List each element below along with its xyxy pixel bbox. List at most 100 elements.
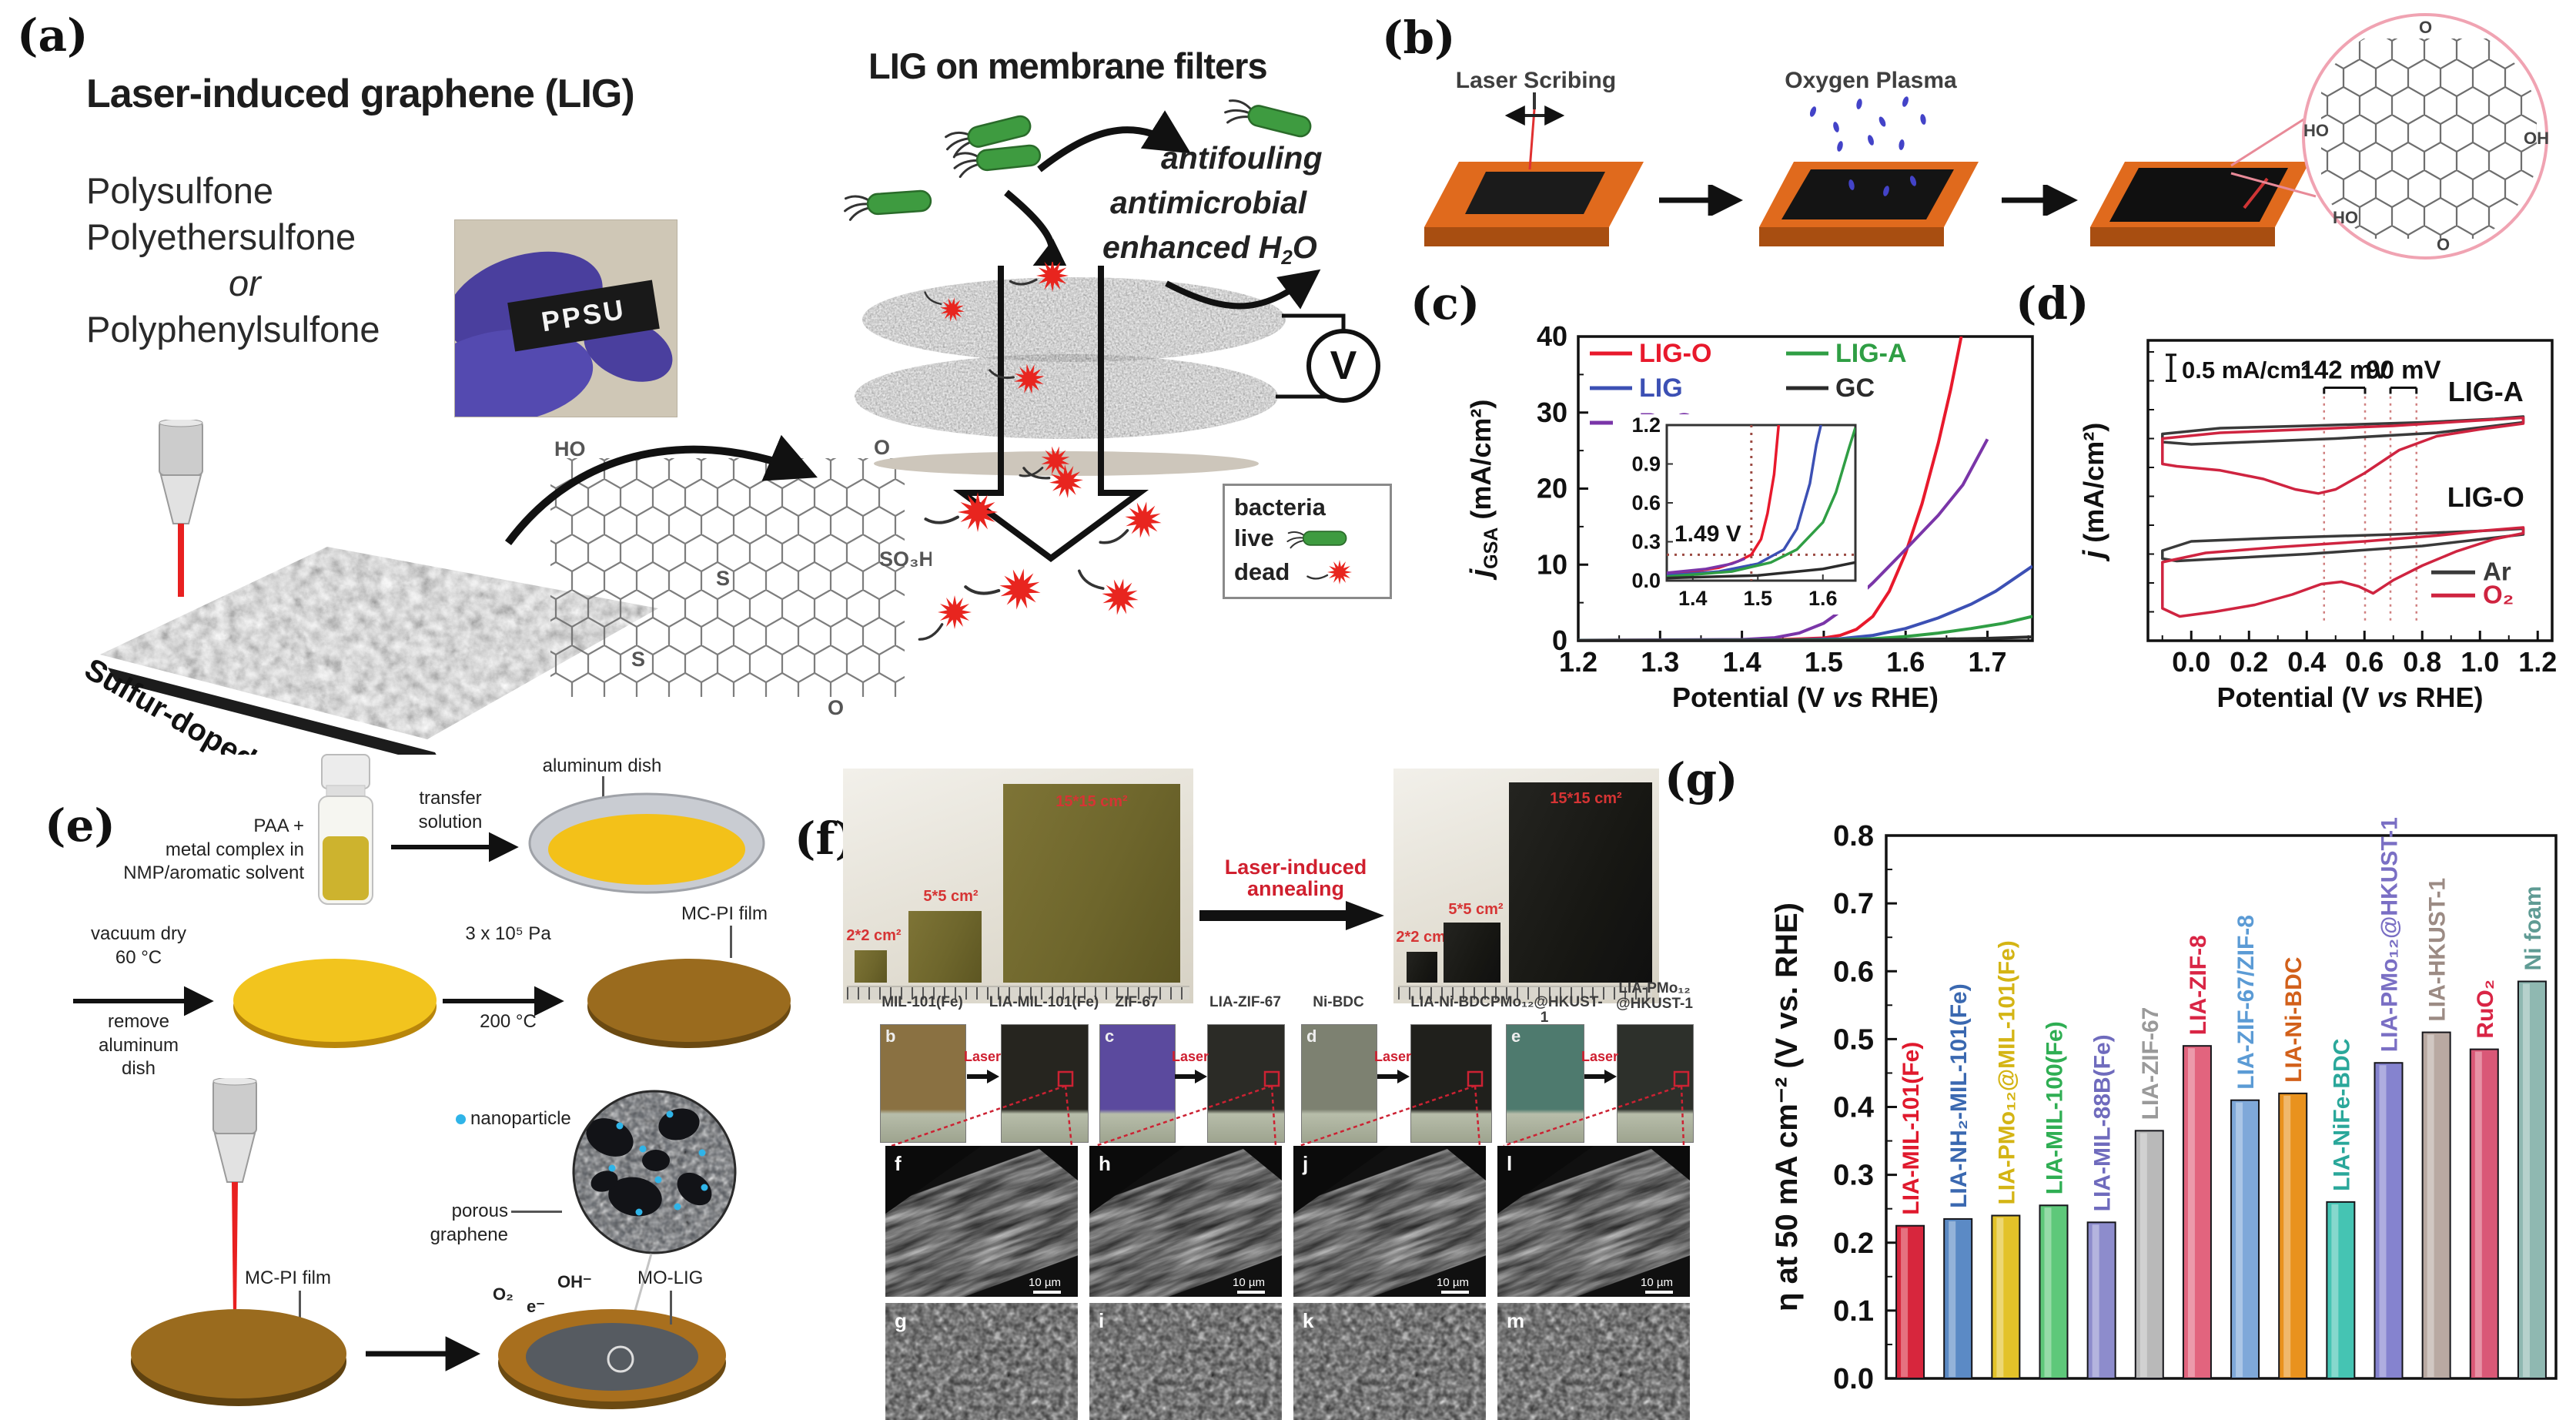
svg-text:0.6: 0.6	[1833, 956, 1874, 988]
sample-label-MIL-101(Fe): MIL-101(Fe)	[882, 994, 963, 1010]
bar-LIA-ZIF-8	[2182, 1045, 2212, 1379]
svg-text:f: f	[895, 1152, 902, 1175]
bar-LIA-Ni-BDC	[2278, 1092, 2308, 1379]
sem-image-h: 10 µm h	[1089, 1146, 1282, 1297]
svg-text:LIG-O: LIG-O	[2447, 481, 2524, 513]
svg-text:0.2: 0.2	[2230, 646, 2268, 678]
svg-text:0.9: 0.9	[1631, 453, 1661, 476]
bar-LIA-PMo₁₂@HKUST-1	[2374, 1062, 2404, 1379]
svg-text:k: k	[1303, 1309, 1314, 1332]
curve-LIG-A	[1578, 615, 2032, 641]
porous-graphene-zoom	[572, 1090, 737, 1254]
step1-label: Laser Scribing	[1455, 68, 1617, 93]
svg-text:Potential (V vs RHE): Potential (V vs RHE)	[1672, 682, 1939, 713]
anneal-label: Laser-induced annealing	[1224, 856, 1367, 901]
go-label-4: O	[2437, 235, 2450, 254]
dish-pointer	[602, 776, 604, 804]
sem-image-g: g	[885, 1303, 1078, 1420]
bar-label-LIA-HKUST-1: LIA-HKUST-1	[2425, 878, 2451, 1022]
size-15x15-after: 15*15 cm²	[1550, 790, 1622, 807]
svg-text:m: m	[1507, 1309, 1524, 1332]
legend-title: bacteria	[1234, 494, 1326, 521]
chem-structure-a: HO O S SO₃H S O	[550, 436, 932, 719]
sample-label-LIA-Ni-BDC: LIA-Ni-BDC	[1410, 994, 1490, 1010]
polymer-or: or	[229, 263, 261, 304]
svg-text:O₂: O₂	[2483, 580, 2514, 608]
arrow3-top-label: 3 x 10⁵ Pa	[465, 923, 551, 944]
membrane-title: LIG on membrane filters	[868, 45, 1268, 86]
bar-label-LIA-MIL-88B(Fe): LIA-MIL-88B(Fe)	[2090, 1034, 2116, 1211]
sem-image-f: 10 µm f	[885, 1146, 1078, 1297]
annotation-antifouling: antifouling	[1161, 140, 1323, 176]
svg-text:0.0: 0.0	[1833, 1363, 1874, 1395]
bacteria-legend: bacteria live dead	[1223, 484, 1392, 599]
substrate-2	[1759, 96, 1979, 246]
arrow4-icon	[366, 1336, 481, 1371]
arrow-to-membrane-icon	[1004, 189, 1073, 266]
sample-image-ZIF-67: c	[1099, 1024, 1176, 1143]
annotation-enhanced: enhanced H2O	[1102, 229, 1317, 269]
panel-b-label: (b)	[1382, 12, 1456, 64]
arrow-b1-icon	[1659, 185, 1744, 216]
sem-image-l: 10 µm l	[1497, 1146, 1690, 1297]
polymer-1: Polysulfone	[86, 170, 273, 211]
bar-Ni foam	[2517, 980, 2547, 1379]
sem-image-k: k	[1293, 1303, 1486, 1420]
mof-photo-before: 2*2 cm² 5*5 cm² 15*15 cm²	[843, 769, 1193, 1003]
svg-text:1.5: 1.5	[1744, 587, 1773, 610]
substrate-3	[2090, 162, 2310, 246]
magnifier-lines-b-icon	[2230, 110, 2317, 198]
arrow3-bottom-label: 200 °C	[480, 1011, 537, 1032]
svg-text:j: j	[1302, 1152, 1308, 1175]
live-bacterium-icon	[1286, 531, 1347, 549]
svg-text:1.7: 1.7	[1969, 646, 2007, 678]
ruler-before	[847, 986, 1189, 1000]
svg-text:0.2: 0.2	[1833, 1227, 1874, 1260]
flow-arrow-icon	[952, 266, 1149, 562]
svg-text:Potential (V vs RHE): Potential (V vs RHE)	[2216, 682, 2483, 713]
mcpi-pointer-2	[299, 1291, 301, 1323]
bar-LIA-ZIF-67	[2134, 1130, 2164, 1379]
svg-text:l: l	[1507, 1152, 1512, 1175]
size-15x15-before: 15*15 cm²	[1055, 793, 1128, 810]
nanoparticle-label: nanoparticle	[456, 1107, 571, 1131]
size-5x5-before: 5*5 cm²	[923, 888, 979, 905]
yellow-film-icon	[233, 959, 437, 1048]
svg-text:10 µm: 10 µm	[1029, 1276, 1061, 1289]
sample-label-ZIF-67: ZIF-67	[1115, 994, 1159, 1010]
bar-LIA-MIL-101(Fe)	[1895, 1224, 1925, 1379]
polymer-2: Polyethersulfone	[86, 216, 356, 258]
svg-text:GC: GC	[1835, 373, 1875, 403]
panel-d-label: (d)	[2016, 277, 2089, 330]
svg-text:0.4: 0.4	[2287, 646, 2326, 678]
panel-g-label: (g)	[1664, 753, 1738, 805]
sample-2x2-before	[855, 950, 887, 983]
arrow-b2-icon	[2002, 185, 2079, 216]
size-2x2-after: 2*2 cm²	[1396, 929, 1451, 946]
bar-label-LIA-PMo₁₂@HKUST-1: LIA-PMo₁₂@HKUST-1	[2377, 817, 2403, 1052]
svg-text:20: 20	[1537, 473, 1567, 504]
svg-text:1.6: 1.6	[1886, 646, 1925, 678]
sample-15x15-after	[1509, 782, 1652, 983]
arrow1-icon	[391, 832, 519, 862]
arrow3-icon	[443, 986, 564, 1016]
arrow2-top-label: vacuum dry 60 °C	[90, 923, 187, 968]
svg-text:1.5: 1.5	[1805, 646, 1843, 678]
lsv-chart: 1.2 1.3 1.4 1.5 1.6 1.7 0 10 20 30 40 jGSA (mA/cm²)…	[1465, 320, 2034, 713]
svg-text:1.49 V: 1.49 V	[1674, 521, 1741, 547]
chem-label-o: O	[874, 436, 890, 459]
cv-LIG-A O₂	[2161, 416, 2525, 495]
svg-text:1.4: 1.4	[1678, 587, 1708, 610]
ruler-after	[1398, 986, 1652, 1000]
sem-image-m: m	[1497, 1303, 1690, 1420]
svg-text:LIG-A: LIG-A	[1835, 339, 1907, 368]
bar-LIA-MIL-100(Fe)	[2039, 1204, 2069, 1379]
sem-image-j: 10 µm j	[1293, 1146, 1486, 1297]
svg-text:0.3: 0.3	[1631, 531, 1661, 554]
sem-image-i: i	[1089, 1303, 1282, 1420]
bar-LIA-ZIF-67/ZIF-8	[2230, 1099, 2260, 1379]
bar-label-LIA-NiFe-BDC: LIA-NiFe-BDC	[2329, 1039, 2354, 1191]
species-o2: O₂	[493, 1284, 514, 1304]
laser-arrow-icon	[1195, 1070, 1207, 1083]
